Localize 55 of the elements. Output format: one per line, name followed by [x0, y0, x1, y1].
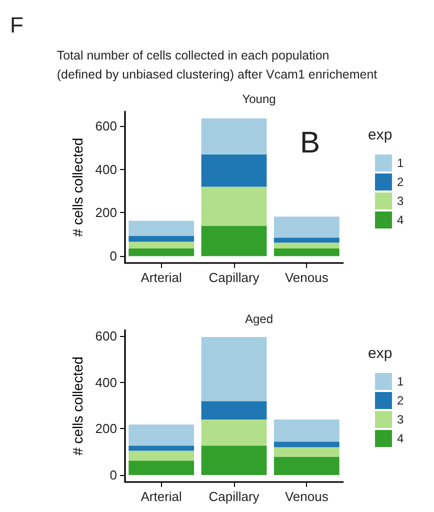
bar — [201, 401, 267, 420]
y-tick-label: 600 — [95, 118, 117, 134]
bar — [128, 446, 194, 451]
y-tick-label: 400 — [95, 374, 117, 390]
legend-title: exp — [368, 126, 392, 144]
bar — [201, 118, 267, 154]
bar — [201, 446, 267, 476]
bar — [274, 238, 340, 243]
legend-label: 1 — [397, 156, 404, 170]
y-tick-label: 200 — [95, 421, 117, 436]
bar — [274, 216, 340, 238]
bar — [201, 186, 267, 226]
legend-label: 4 — [397, 432, 404, 446]
bar — [274, 456, 340, 476]
bar — [128, 450, 194, 461]
bar — [128, 220, 194, 236]
x-tick-label: Arterial — [140, 270, 182, 285]
legend-label: 2 — [397, 175, 404, 189]
bar — [128, 242, 194, 248]
x-tick-label: Capillary — [208, 489, 260, 504]
bar — [274, 447, 340, 457]
chart-title: Aged — [244, 312, 274, 326]
annotation: B — [300, 126, 320, 160]
legend-label: 1 — [397, 374, 404, 388]
bar — [201, 419, 267, 446]
x-tick-label: Capillary — [208, 270, 260, 285]
bar — [274, 242, 340, 248]
bar — [274, 442, 340, 448]
legend-label: 4 — [397, 213, 404, 227]
bar — [274, 248, 340, 256]
text: Total number of cells collected in each population (defined by unbiased clustering) after Vcam1 enrichement — [56, 48, 378, 82]
bar — [128, 424, 194, 446]
bar — [274, 419, 340, 442]
y-tick-label: 0 — [110, 248, 117, 264]
legend-title: exp — [368, 345, 392, 362]
bar — [201, 336, 267, 402]
legend-label: 3 — [397, 412, 404, 426]
x-tick-label: Arterial — [140, 489, 182, 504]
y-tick-label: 0 — [110, 468, 117, 483]
x-tick-label: Venous — [284, 270, 329, 285]
y-axis-title: # cells collected — [69, 138, 86, 237]
legend-label: 2 — [397, 394, 404, 408]
legend-label: 3 — [397, 194, 404, 208]
bar — [128, 236, 194, 242]
bar — [201, 154, 267, 187]
chart-title: Young — [242, 92, 276, 106]
y-tick-label: 200 — [95, 205, 117, 220]
y-axis-title: # cells collected — [69, 356, 86, 456]
text: F — [10, 12, 24, 38]
y-tick-label: 600 — [95, 328, 117, 344]
bar — [201, 226, 267, 256]
bar — [128, 248, 194, 256]
y-tick-label: 400 — [95, 162, 117, 177]
x-tick-label: Venous — [284, 489, 329, 504]
bar — [128, 460, 194, 476]
